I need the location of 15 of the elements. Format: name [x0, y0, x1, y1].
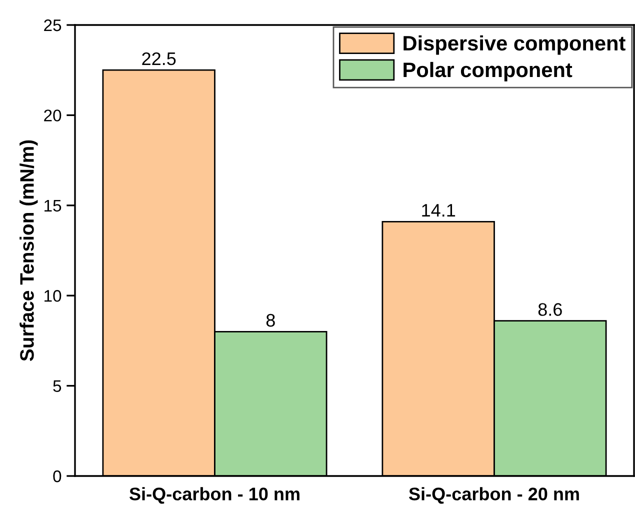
y-tick-label: 15 — [44, 200, 62, 212]
data-label: 22.5 — [142, 52, 176, 66]
y-tick-label: 25 — [44, 19, 62, 32]
y-tick-label: 5 — [53, 380, 62, 392]
legend-label: Polar component — [404, 62, 572, 82]
data-label: 14.1 — [422, 204, 456, 216]
y-axis-title: Surface Tension (mN/m) — [20, 140, 38, 362]
legend-label: Dispersive component — [404, 35, 626, 55]
y-tick-label: 20 — [44, 110, 62, 122]
data-label: 8.6 — [538, 303, 562, 316]
y-tick-label: 10 — [44, 290, 62, 302]
x-tick-label: Si-Q-carbon - 10 nm — [129, 487, 300, 504]
y-tick-label: 0 — [53, 470, 62, 482]
x-tick-label: Si-Q-carbon - 20 nm — [408, 487, 579, 504]
data-label: 8 — [266, 314, 275, 327]
